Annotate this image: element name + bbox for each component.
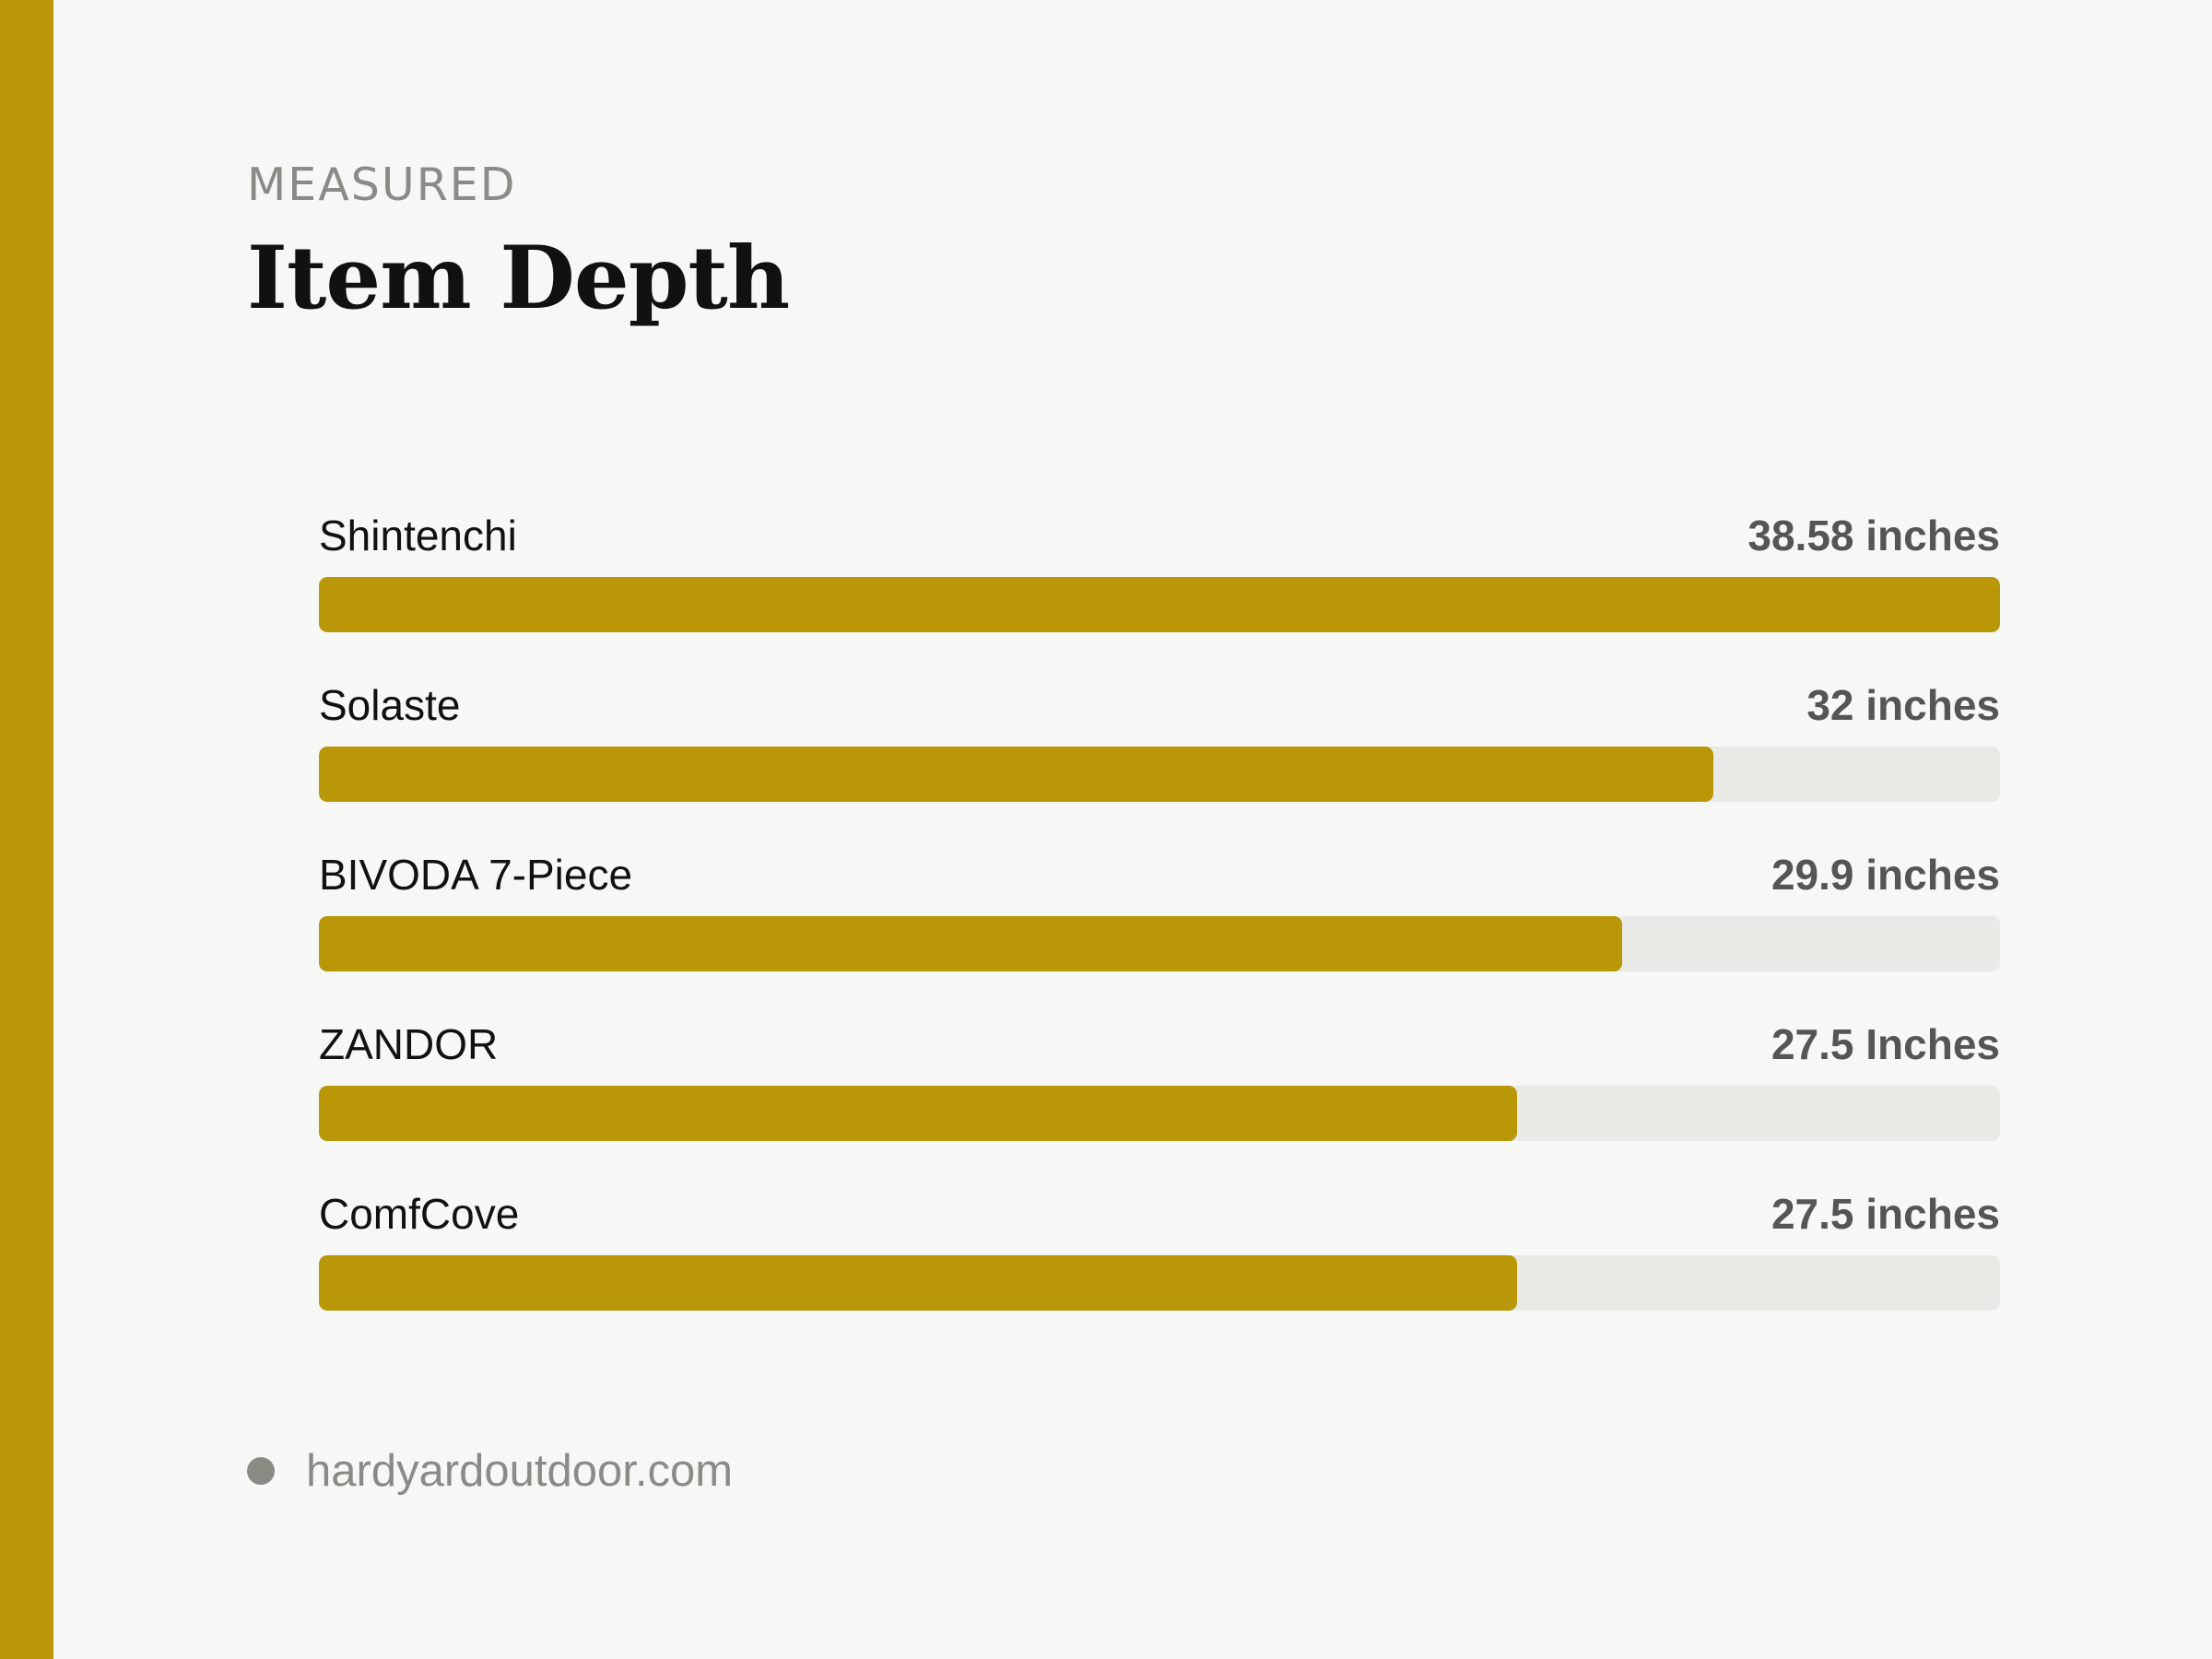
- bar: [319, 1255, 1518, 1311]
- bar: [319, 916, 1622, 971]
- category-label: ZANDOR: [319, 1020, 499, 1068]
- category-label: Shintenchi: [319, 512, 517, 559]
- bar-row: ZANDOR 27.5 Inches: [319, 1018, 2000, 1187]
- bar-chart: Shintenchi 38.58 inches Solaste 32 inches BI…: [319, 509, 2000, 1357]
- eyebrow-label: MEASURED: [247, 159, 517, 211]
- bar-row: Solaste 32 inches: [319, 678, 2000, 848]
- bar: [319, 747, 1713, 802]
- category-label: Solaste: [319, 681, 461, 729]
- category-label: BIVODA 7-Piece: [319, 851, 633, 899]
- value-label: 29.9 inches: [1771, 851, 2000, 899]
- accent-stripe: [0, 0, 53, 1659]
- bar-track: [319, 747, 2000, 802]
- bullet-dot-icon: [247, 1457, 275, 1485]
- bar: [319, 1086, 1518, 1141]
- value-label: 27.5 Inches: [1771, 1020, 2000, 1068]
- chart-title: Item Depth: [247, 228, 790, 329]
- source-text: hardyardoutdoor.com: [306, 1446, 734, 1496]
- bar: [319, 577, 2000, 632]
- bar-row: ComfCove 27.5 inches: [319, 1187, 2000, 1357]
- value-label: 27.5 inches: [1771, 1190, 2000, 1238]
- bar-row: Shintenchi 38.58 inches: [319, 509, 2000, 678]
- bar-row: BIVODA 7-Piece 29.9 inches: [319, 848, 2000, 1018]
- bar-track: [319, 1255, 2000, 1311]
- bar-track: [319, 916, 2000, 971]
- value-label: 32 inches: [1806, 681, 2000, 729]
- category-label: ComfCove: [319, 1190, 520, 1238]
- bar-track: [319, 1086, 2000, 1141]
- value-label: 38.58 inches: [1747, 512, 2000, 559]
- bar-track: [319, 577, 2000, 632]
